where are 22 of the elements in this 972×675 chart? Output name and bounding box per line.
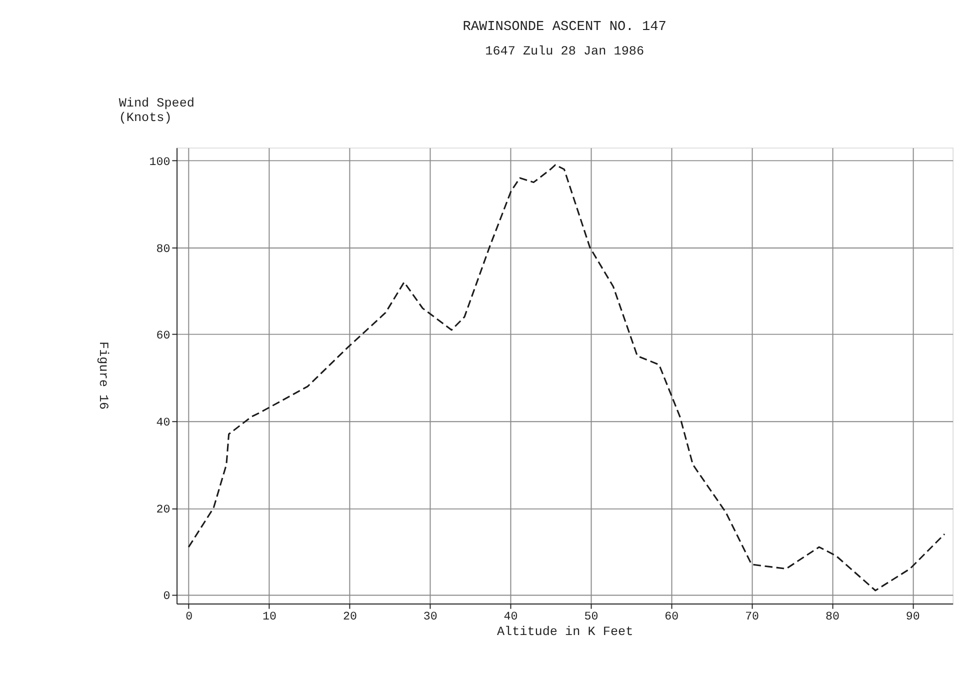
x-tick-label: 10	[262, 610, 277, 624]
x-tick-label: 80	[825, 610, 840, 624]
x-tick-label: 0	[186, 610, 193, 624]
x-tick-label: 50	[584, 610, 598, 624]
y-tick-label: 100	[149, 156, 170, 169]
chart-title: RAWINSONDE ASCENT NO. 147	[462, 20, 666, 36]
y-tick-label: 40	[156, 416, 170, 430]
y-tick-label: 20	[156, 503, 170, 516]
x-tick-label: 70	[745, 610, 760, 624]
caption: Figure 16	[96, 341, 110, 410]
line-series	[188, 164, 946, 592]
x-tick-label: 60	[664, 610, 679, 624]
chart-subtitle: 1647 Zulu 28 Jan 1986	[485, 44, 644, 58]
x-tick-label: 40	[504, 610, 518, 624]
x-tick-label: 90	[906, 610, 920, 624]
x-tick-label: 20	[342, 610, 357, 624]
x-tick-label: 30	[423, 610, 438, 624]
y-axis-title: Wind Speed (Knots)	[118, 96, 195, 125]
x-axis-title: Altitude in K Feet	[496, 625, 634, 640]
y-tick-label: 60	[156, 330, 170, 343]
y-tick-label: 0	[163, 590, 170, 604]
y-tick-label: 80	[156, 242, 170, 256]
